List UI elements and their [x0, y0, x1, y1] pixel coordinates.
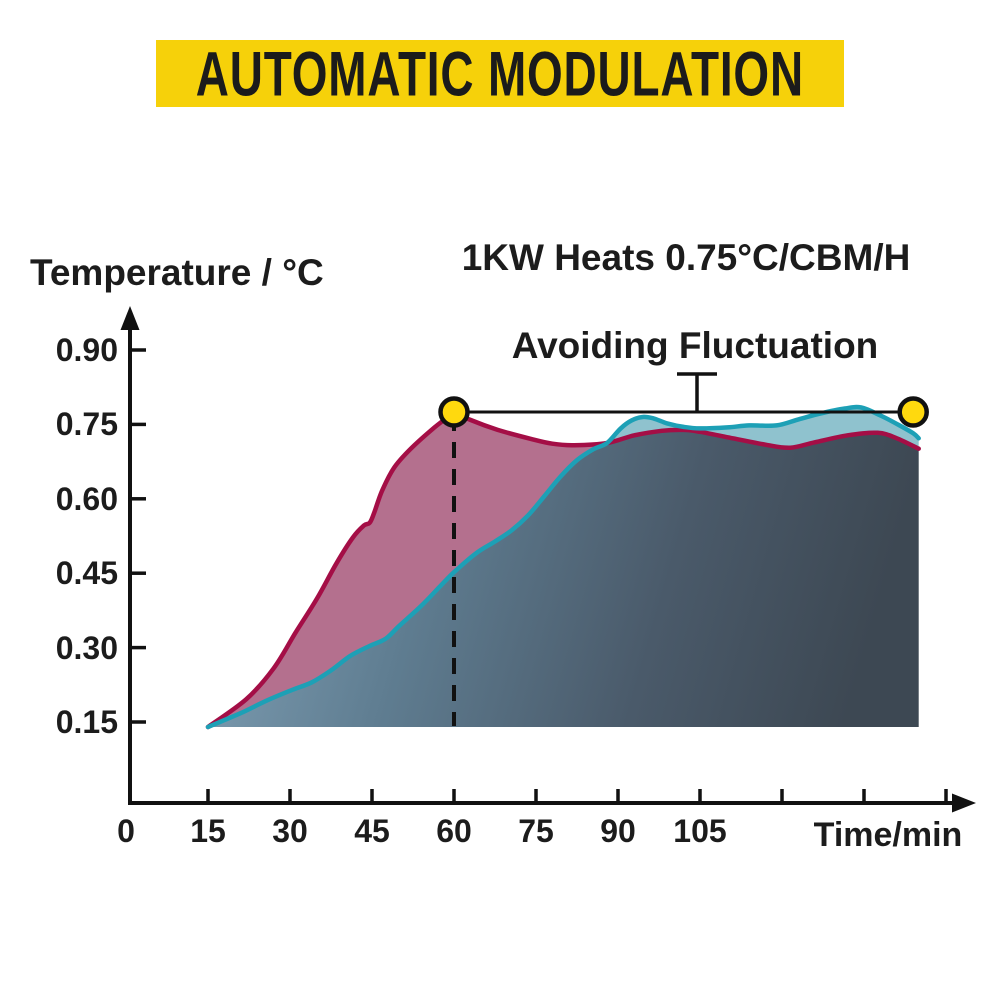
- dark-area-fill: [208, 429, 919, 727]
- x-tick-label: 60: [436, 813, 472, 849]
- y-tick-label: 0.30: [55, 630, 118, 666]
- chart-title: 1KW Heats 0.75°C/CBM/H: [461, 237, 911, 278]
- yellow-marker: [438, 396, 470, 428]
- pink-area-fill: [208, 411, 608, 727]
- x-axis-title: Time/min: [813, 816, 963, 854]
- teal-curve-line: [205, 404, 921, 730]
- x-tick-label: 30: [272, 813, 308, 849]
- banner: AUTOMATIC MODULATION: [156, 38, 844, 109]
- banner-title: AUTOMATIC MODULATION: [195, 38, 805, 109]
- x-tick-label: 15: [190, 813, 226, 849]
- x-tick-label: 45: [354, 813, 390, 849]
- x-axis-arrow: [952, 793, 976, 813]
- y-axis-title: Temperature / °C: [30, 252, 324, 293]
- y-tick-label: 0.45: [55, 555, 118, 591]
- annotation-label: Avoiding Fluctuation: [511, 325, 879, 366]
- yellow-marker: [897, 396, 929, 428]
- x-tick-label: 0: [117, 813, 135, 849]
- y-tick-label: 0.75: [55, 406, 118, 442]
- x-tick-label: 105: [673, 813, 727, 849]
- x-tick-label: 90: [600, 813, 636, 849]
- y-tick-label: 0.60: [55, 481, 118, 517]
- x-tick-label: 75: [518, 813, 554, 849]
- y-tick-label: 0.15: [55, 704, 118, 740]
- red-curve-line: [205, 409, 921, 730]
- y-axis-arrow: [120, 306, 140, 330]
- y-tick-label: 0.90: [55, 332, 118, 368]
